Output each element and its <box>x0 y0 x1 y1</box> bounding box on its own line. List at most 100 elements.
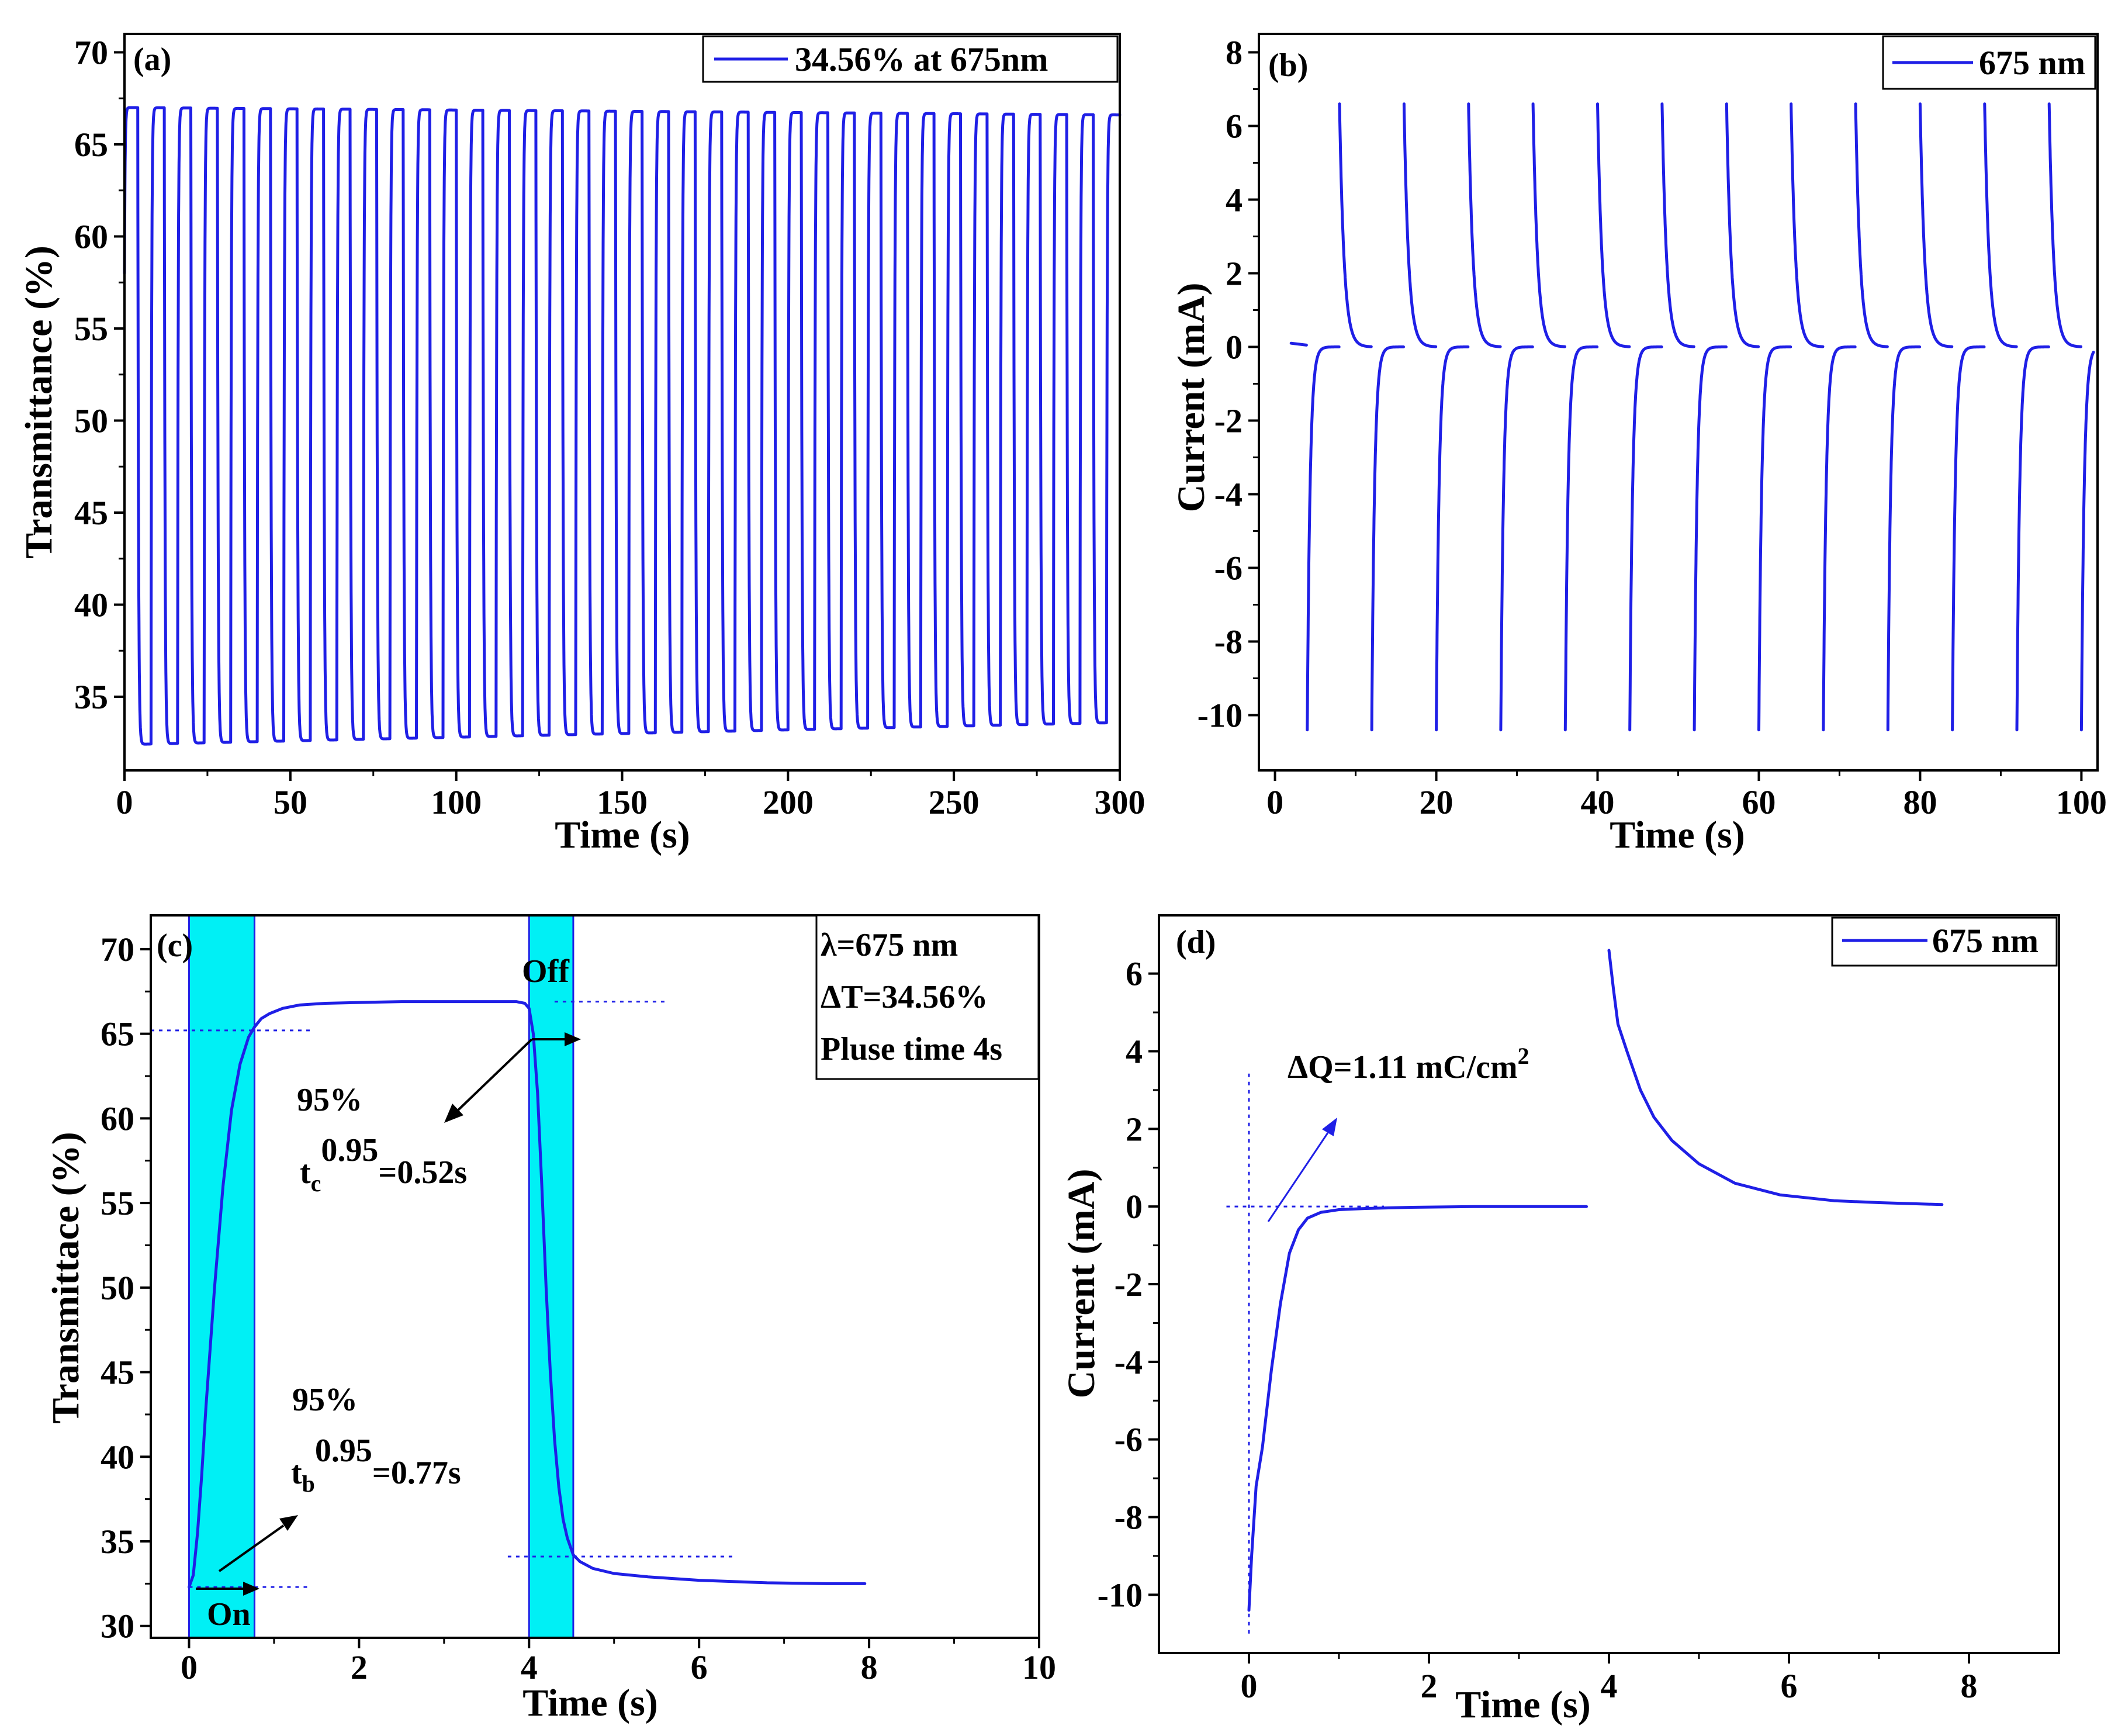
panel-label: (b) <box>1268 47 1308 84</box>
bleaching-time-label: tb0.95=0.77s <box>291 1433 461 1497</box>
y-tick-label: -2 <box>1115 1265 1143 1303</box>
pulse-time-label: Pluse time 4s <box>821 1031 1002 1067</box>
y-tick-label: 45 <box>74 494 108 532</box>
series-line <box>2047 102 2083 348</box>
y-tick-label: 70 <box>101 931 134 969</box>
charge-pointer-arrow <box>1267 1118 1337 1222</box>
charge-density-value: ΔQ=1.11 mC/cm <box>1288 1049 1518 1085</box>
plot-frame <box>1158 914 2060 1654</box>
plot-frame <box>123 33 1121 772</box>
y-tick-label: -10 <box>1098 1576 1143 1614</box>
series-line <box>1628 345 1663 732</box>
y-axis-title: Current (mA) <box>1060 1169 1103 1399</box>
y-tick-label: 60 <box>101 1099 134 1137</box>
y-tick-label: 35 <box>101 1523 134 1561</box>
y-tick-label: 40 <box>101 1438 134 1476</box>
y-tick-label: -8 <box>1115 1499 1143 1537</box>
x-tick-label: 300 <box>1095 783 1145 821</box>
x-axis-title: Time (s) <box>1610 814 1745 856</box>
series-line <box>1854 102 1889 348</box>
series-line <box>2079 351 2095 732</box>
series-line <box>1693 345 1728 732</box>
x-tick-label: 8 <box>1961 1667 1978 1705</box>
off-duration-arrowhead <box>565 1032 581 1046</box>
legend-label: 675 nm <box>1932 922 2039 960</box>
bleaching-time-sub: b <box>302 1471 315 1497</box>
y-tick-label: -4 <box>1214 476 1243 514</box>
x-tick-label: 0 <box>1241 1667 1258 1705</box>
x-tick-label: 10 <box>1022 1648 1056 1686</box>
series-line <box>1402 102 1438 348</box>
coloring-time-sup: 0.95 <box>321 1132 378 1168</box>
x-tick-label: 40 <box>1581 783 1615 821</box>
series-line <box>1596 102 1631 348</box>
off-pointer-arrow <box>456 1038 533 1112</box>
series-line <box>1607 949 1944 1206</box>
y-tick-label: 2 <box>1126 1110 1143 1148</box>
y-tick-label: 30 <box>101 1607 134 1645</box>
y-tick-label: 65 <box>74 126 108 164</box>
x-tick-label: 80 <box>1903 783 1937 821</box>
series-line <box>1918 102 1954 348</box>
x-tick-label: 8 <box>861 1648 878 1686</box>
series-line <box>123 106 1122 746</box>
y-tick-label: -6 <box>1115 1421 1143 1459</box>
x-tick-label: 0 <box>1266 783 1283 821</box>
y-tick-label: 8 <box>1226 34 1243 72</box>
coloring-time-sub: c <box>311 1170 321 1196</box>
off-pointer-arrowhead <box>444 1104 463 1123</box>
y-tick-label: 70 <box>74 34 108 72</box>
charge-density-label: ΔQ=1.11 mC/cm2 <box>1288 1043 1529 1085</box>
x-tick-label: 2 <box>1421 1667 1438 1705</box>
bleaching-percent-label: 95% <box>292 1382 358 1418</box>
x-axis-title: Time (s) <box>555 814 690 856</box>
series-line <box>1563 345 1599 732</box>
plot-frame <box>1258 33 2099 772</box>
x-tick-label: 6 <box>691 1648 708 1686</box>
y-tick-label: 50 <box>74 402 108 440</box>
series-line <box>1725 102 1760 348</box>
y-tick-label: 50 <box>101 1269 134 1307</box>
info-box <box>815 914 1040 1080</box>
bleaching-time-base: t <box>291 1455 302 1491</box>
y-tick-label: 40 <box>74 586 108 624</box>
y-tick-label: 2 <box>1226 255 1243 293</box>
on-pointer-arrow <box>218 1524 285 1572</box>
x-tick-label: 4 <box>1601 1667 1618 1705</box>
bleaching-time-sup: 0.95 <box>315 1433 372 1469</box>
y-tick-label: -6 <box>1214 549 1243 587</box>
y-tick-label: 55 <box>101 1184 134 1222</box>
y-tick-label: 65 <box>101 1015 134 1053</box>
y-tick-label: 35 <box>74 678 108 716</box>
coloring-time-value: =0.52s <box>378 1154 467 1191</box>
series-line <box>1531 102 1566 348</box>
x-tick-label: 60 <box>1742 783 1776 821</box>
on-pointer-arrowhead <box>279 1515 298 1531</box>
series-line <box>1790 102 1825 348</box>
legend: 34.56% at 675nm <box>702 35 1119 83</box>
x-tick-label: 4 <box>521 1648 538 1686</box>
x-tick-label: 100 <box>2056 783 2107 821</box>
y-tick-label: -4 <box>1115 1343 1143 1381</box>
on-label: On <box>207 1596 251 1633</box>
series-line <box>1289 341 1308 347</box>
panel-label: (d) <box>1176 924 1216 960</box>
x-tick-label: 0 <box>116 783 133 821</box>
series-line <box>1951 345 1986 732</box>
wavelength-label: λ=675 nm <box>821 927 958 963</box>
y-tick-label: 0 <box>1126 1188 1143 1226</box>
y-axis-title: Current (mA) <box>1170 283 1213 513</box>
series-line <box>1467 102 1502 348</box>
series-line <box>1886 345 1922 732</box>
series-line <box>1370 345 1405 732</box>
panel-label: (a) <box>133 42 171 78</box>
y-tick-label: -2 <box>1214 402 1243 440</box>
panel-d: 0 2 4 6 8 -10 -8 -6 -4 -2 0 2 4 6 (d) 675 nm ΔQ=1.11 … <box>1060 914 2060 1726</box>
coloring-time-base: t <box>300 1154 311 1191</box>
charge-pointer-arrowhead <box>1322 1118 1337 1136</box>
legend: 675 nm <box>1831 917 2058 967</box>
x-tick-label: 200 <box>763 783 814 821</box>
legend: 675 nm <box>1882 35 2096 90</box>
